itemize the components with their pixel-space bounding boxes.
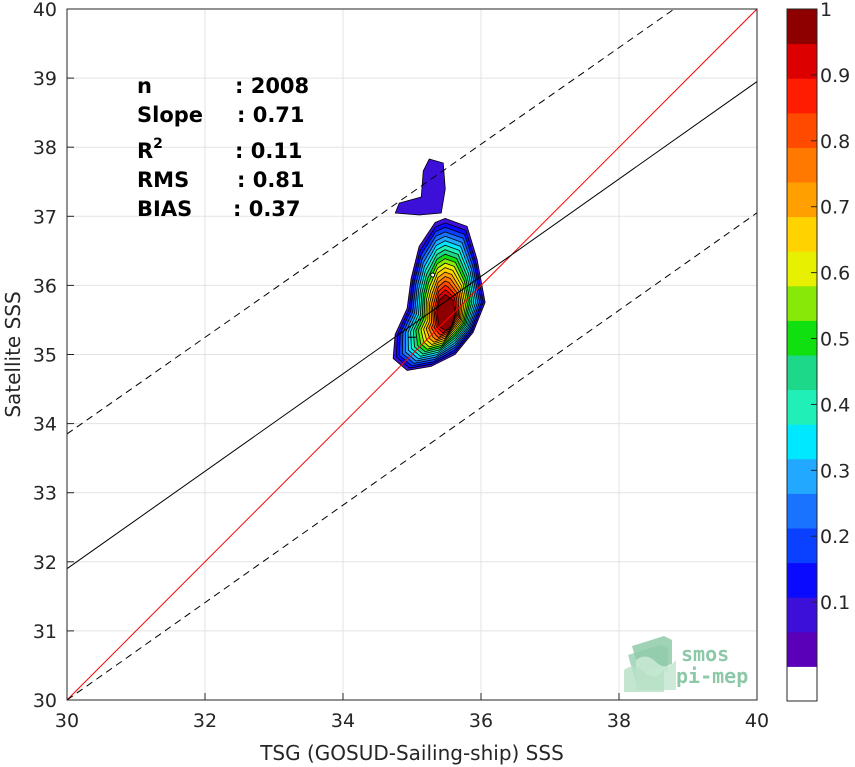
colorbar-segment — [787, 424, 817, 460]
colorbar-segment — [787, 285, 817, 321]
regression-lower-line — [66, 212, 758, 701]
y-tick-label: 32 — [33, 552, 57, 574]
x-tick-label: 30 — [55, 710, 79, 732]
y-axis-ticks: 30 31 32 33 34 35 36 37 38 39 40 — [33, 0, 74, 712]
colorbar-segment — [787, 78, 817, 114]
stat-superscript: 2 — [153, 136, 163, 152]
one-to-one-line — [66, 8, 758, 701]
y-tick-label: 33 — [33, 483, 57, 505]
density-contour — [436, 293, 456, 331]
colorbar-tick-label: 1 — [820, 0, 832, 21]
stat-value: : 2008 — [235, 74, 309, 98]
y-tick-label: 40 — [33, 0, 57, 21]
density-contour-secondary — [394, 158, 446, 216]
colorbar-tick-label: 0.1 — [820, 592, 850, 614]
stats-annotation: n : 2008 Slope : 0.71 R2 : 0.11 RMS : 0.81 BIAS:… — [137, 74, 309, 221]
colorbar-segment — [787, 458, 817, 494]
colorbar-segment — [787, 147, 817, 183]
colorbar-tick-label: 0.5 — [820, 329, 850, 351]
stat-label: RMS — [137, 168, 189, 192]
colorbar-frame — [786, 8, 818, 702]
colorbar-segment — [787, 216, 817, 252]
y-tick-label: 36 — [33, 275, 57, 297]
colorbar-segment — [787, 389, 817, 425]
y-tick-label: 37 — [33, 206, 57, 228]
colorbar-tick-label: 0.7 — [820, 197, 850, 219]
colorbar-tick-label: 0.8 — [820, 131, 850, 153]
colorbar-tick-label: 0.6 — [820, 263, 850, 285]
colorbar-segment — [787, 597, 817, 633]
stat-label: R2 — [137, 136, 163, 163]
x-axis-ticks: 30 32 34 36 38 40 — [55, 693, 769, 732]
colorbar-segment — [787, 9, 817, 45]
colorbar-segment — [787, 493, 817, 529]
logo-line1: smos — [681, 642, 729, 666]
stat-value: : 0.71 — [237, 103, 305, 127]
y-tick-label: 35 — [33, 345, 57, 367]
colorbar: 0.1 0.2 0.3 0.4 0.5 0.6 0.7 0.8 0.9 1 — [786, 0, 850, 702]
x-tick-label: 32 — [193, 710, 217, 732]
stat-label: Slope — [137, 103, 203, 127]
x-axis-label: TSG (GOSUD-Sailing-ship) SSS — [259, 741, 564, 765]
colorbar-segment — [787, 251, 817, 287]
contour-mark — [430, 272, 436, 278]
stat-value: : 0.11 — [235, 139, 303, 163]
colorbar-segment — [787, 528, 817, 564]
colorbar-segment — [787, 112, 817, 148]
colorbar-segment — [787, 631, 817, 667]
colorbar-tick-label: 0.4 — [820, 394, 850, 416]
y-tick-label: 34 — [33, 414, 57, 436]
y-tick-label: 38 — [33, 137, 57, 159]
stat-value: : 0.37 — [233, 197, 301, 221]
density-contours — [392, 158, 486, 371]
x-tick-label: 36 — [469, 710, 493, 732]
stat-label: BIAS — [137, 197, 192, 221]
smos-pi-mep-logo: smos pi-mep — [624, 636, 748, 692]
x-tick-label: 38 — [607, 710, 631, 732]
colorbar-tick-label: 0.2 — [820, 526, 850, 548]
stat-label: n — [137, 74, 152, 98]
regression-upper-line — [66, 8, 675, 435]
colorbar-segment — [787, 355, 817, 391]
x-tick-label: 34 — [331, 710, 355, 732]
colorbar-tick-label: 0.3 — [820, 460, 850, 482]
colorbar-segment — [787, 562, 817, 598]
x-tick-label: 40 — [745, 710, 769, 732]
y-tick-label: 30 — [33, 690, 57, 712]
y-tick-label: 31 — [33, 621, 57, 643]
colorbar-segment — [787, 43, 817, 79]
logo-waves-icon — [624, 636, 676, 692]
colorbar-segment — [787, 182, 817, 218]
regression-line — [66, 81, 758, 570]
fit-lines — [66, 8, 758, 701]
colorbar-segment — [787, 320, 817, 356]
colorbar-tick-label: 0.9 — [820, 65, 850, 87]
y-axis-label: Satellite SSS — [1, 291, 25, 417]
stat-value: : 0.81 — [237, 168, 305, 192]
colorbar-segment — [787, 666, 817, 702]
y-tick-label: 39 — [33, 68, 57, 90]
logo-line2: pi-mep — [676, 664, 748, 688]
